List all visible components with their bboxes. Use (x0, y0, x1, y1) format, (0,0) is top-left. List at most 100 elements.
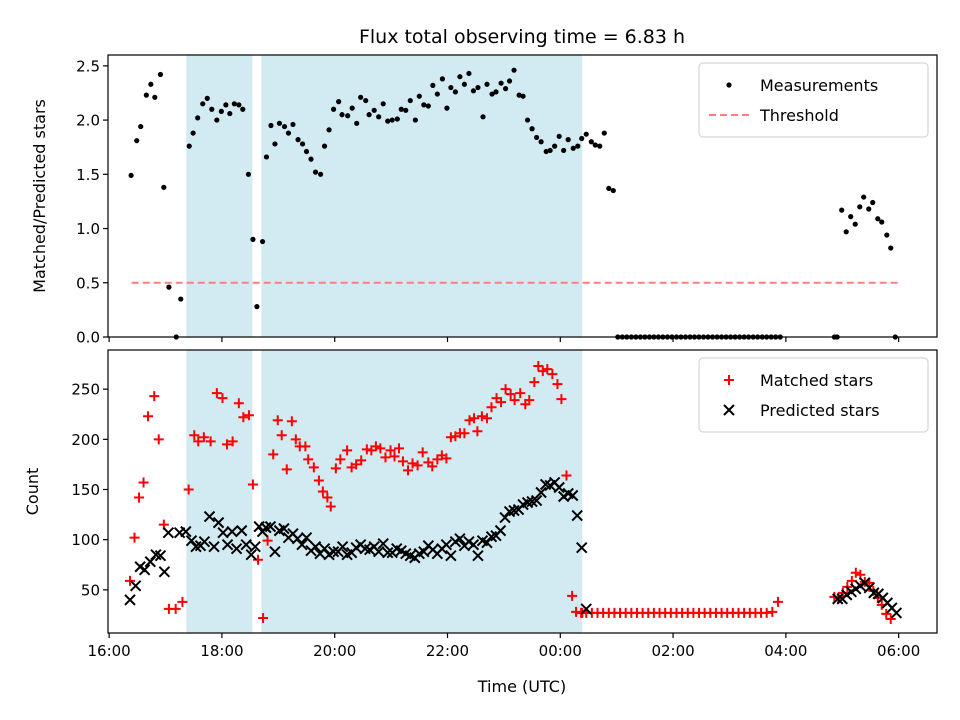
x-tick-label: 00:00 (539, 642, 582, 660)
top-point (592, 142, 598, 148)
top-y-axis-label: Matched/Predicted stars (30, 99, 49, 293)
bottom-point (170, 603, 181, 614)
top-point (839, 207, 845, 213)
legend-label: Predicted stars (760, 401, 880, 420)
bottom-point (535, 486, 547, 499)
bottom-point (496, 397, 507, 408)
bottom-point (268, 449, 279, 460)
bottom-point (576, 541, 588, 554)
top-point (272, 141, 278, 147)
top-point (128, 172, 134, 178)
top-point (416, 93, 422, 99)
top-point (884, 232, 890, 238)
bottom-point (361, 444, 372, 455)
bottom-point (193, 436, 204, 447)
top-point (349, 105, 355, 111)
bottom-point (269, 546, 281, 558)
bottom-point (185, 534, 198, 547)
chart-title: Flux total observing time = 6.83 h (359, 26, 685, 48)
top-point (227, 110, 233, 117)
bottom-point (530, 494, 543, 507)
y-tick-label: 50 (81, 581, 100, 599)
bottom-point (533, 361, 544, 372)
top-point (457, 74, 463, 80)
bottom-point (336, 540, 349, 553)
x-axis-label: Time (UTC) (477, 677, 566, 696)
top-point (861, 194, 867, 200)
bottom-point (317, 486, 328, 497)
top-point (166, 284, 172, 290)
top-point (533, 134, 540, 141)
bottom-point (427, 461, 438, 472)
bottom-point (537, 366, 548, 377)
top-shaded-interval-0 (186, 55, 253, 337)
bottom-point (245, 549, 257, 561)
top-point (263, 154, 270, 160)
top-point (134, 138, 140, 144)
bottom-point (300, 531, 313, 544)
top-point (843, 229, 849, 235)
bottom-point (524, 395, 535, 406)
top-series-0 (128, 67, 898, 340)
top-point (475, 84, 481, 91)
bottom-point (472, 426, 483, 437)
bottom-point (382, 547, 394, 559)
bottom-point (486, 402, 497, 413)
top-point (398, 106, 404, 112)
y-tick-label: 250 (71, 381, 100, 399)
bottom-point (556, 394, 567, 405)
bottom-point (832, 593, 844, 605)
top-point (412, 117, 418, 123)
y-tick-label: 1.5 (76, 166, 100, 184)
top-point (556, 133, 562, 139)
bottom-y-axis-label: Count (23, 468, 42, 516)
bottom-point (494, 524, 507, 537)
bottom-point (276, 430, 287, 441)
top-point (461, 81, 468, 87)
top-point (371, 107, 377, 113)
top-point (389, 117, 395, 123)
legend-marker (723, 404, 735, 416)
bottom-point (459, 428, 470, 439)
top-point (520, 93, 526, 99)
bottom-point (515, 388, 526, 399)
bottom-point (240, 538, 252, 551)
bottom-point (221, 538, 234, 551)
top-point (214, 117, 220, 123)
bottom-plot-frame (107, 349, 938, 634)
bottom-point (183, 484, 194, 495)
top-point (583, 131, 589, 137)
top-point (376, 114, 382, 120)
bottom-point (850, 567, 861, 578)
bottom-point (481, 536, 493, 549)
bottom-point (499, 511, 511, 524)
top-point (498, 80, 504, 86)
bottom-point (767, 606, 778, 617)
top-point (354, 120, 360, 126)
bottom-point (440, 538, 453, 551)
bottom-point (221, 439, 232, 450)
top-point (336, 99, 342, 105)
legend-label: Threshold (759, 106, 839, 125)
bottom-point (481, 413, 492, 424)
y-tick-label: 2.5 (76, 57, 100, 75)
top-point (570, 145, 576, 151)
bottom-point (235, 524, 248, 537)
top-point (493, 89, 499, 95)
bottom-point (189, 430, 200, 441)
bottom-point (138, 477, 149, 488)
top-point (888, 245, 894, 251)
bottom-point (441, 453, 452, 464)
bottom-point (217, 526, 229, 539)
bottom-point (198, 535, 211, 548)
bottom-point (580, 603, 592, 615)
bottom-point (272, 415, 283, 426)
bottom-point (233, 398, 244, 409)
y-tick-label: 1.0 (76, 220, 100, 238)
top-point (380, 101, 386, 107)
top-point (879, 219, 885, 225)
bottom-point (571, 606, 582, 617)
top-point (259, 238, 266, 245)
top-point (178, 296, 184, 302)
top-point (152, 94, 158, 100)
